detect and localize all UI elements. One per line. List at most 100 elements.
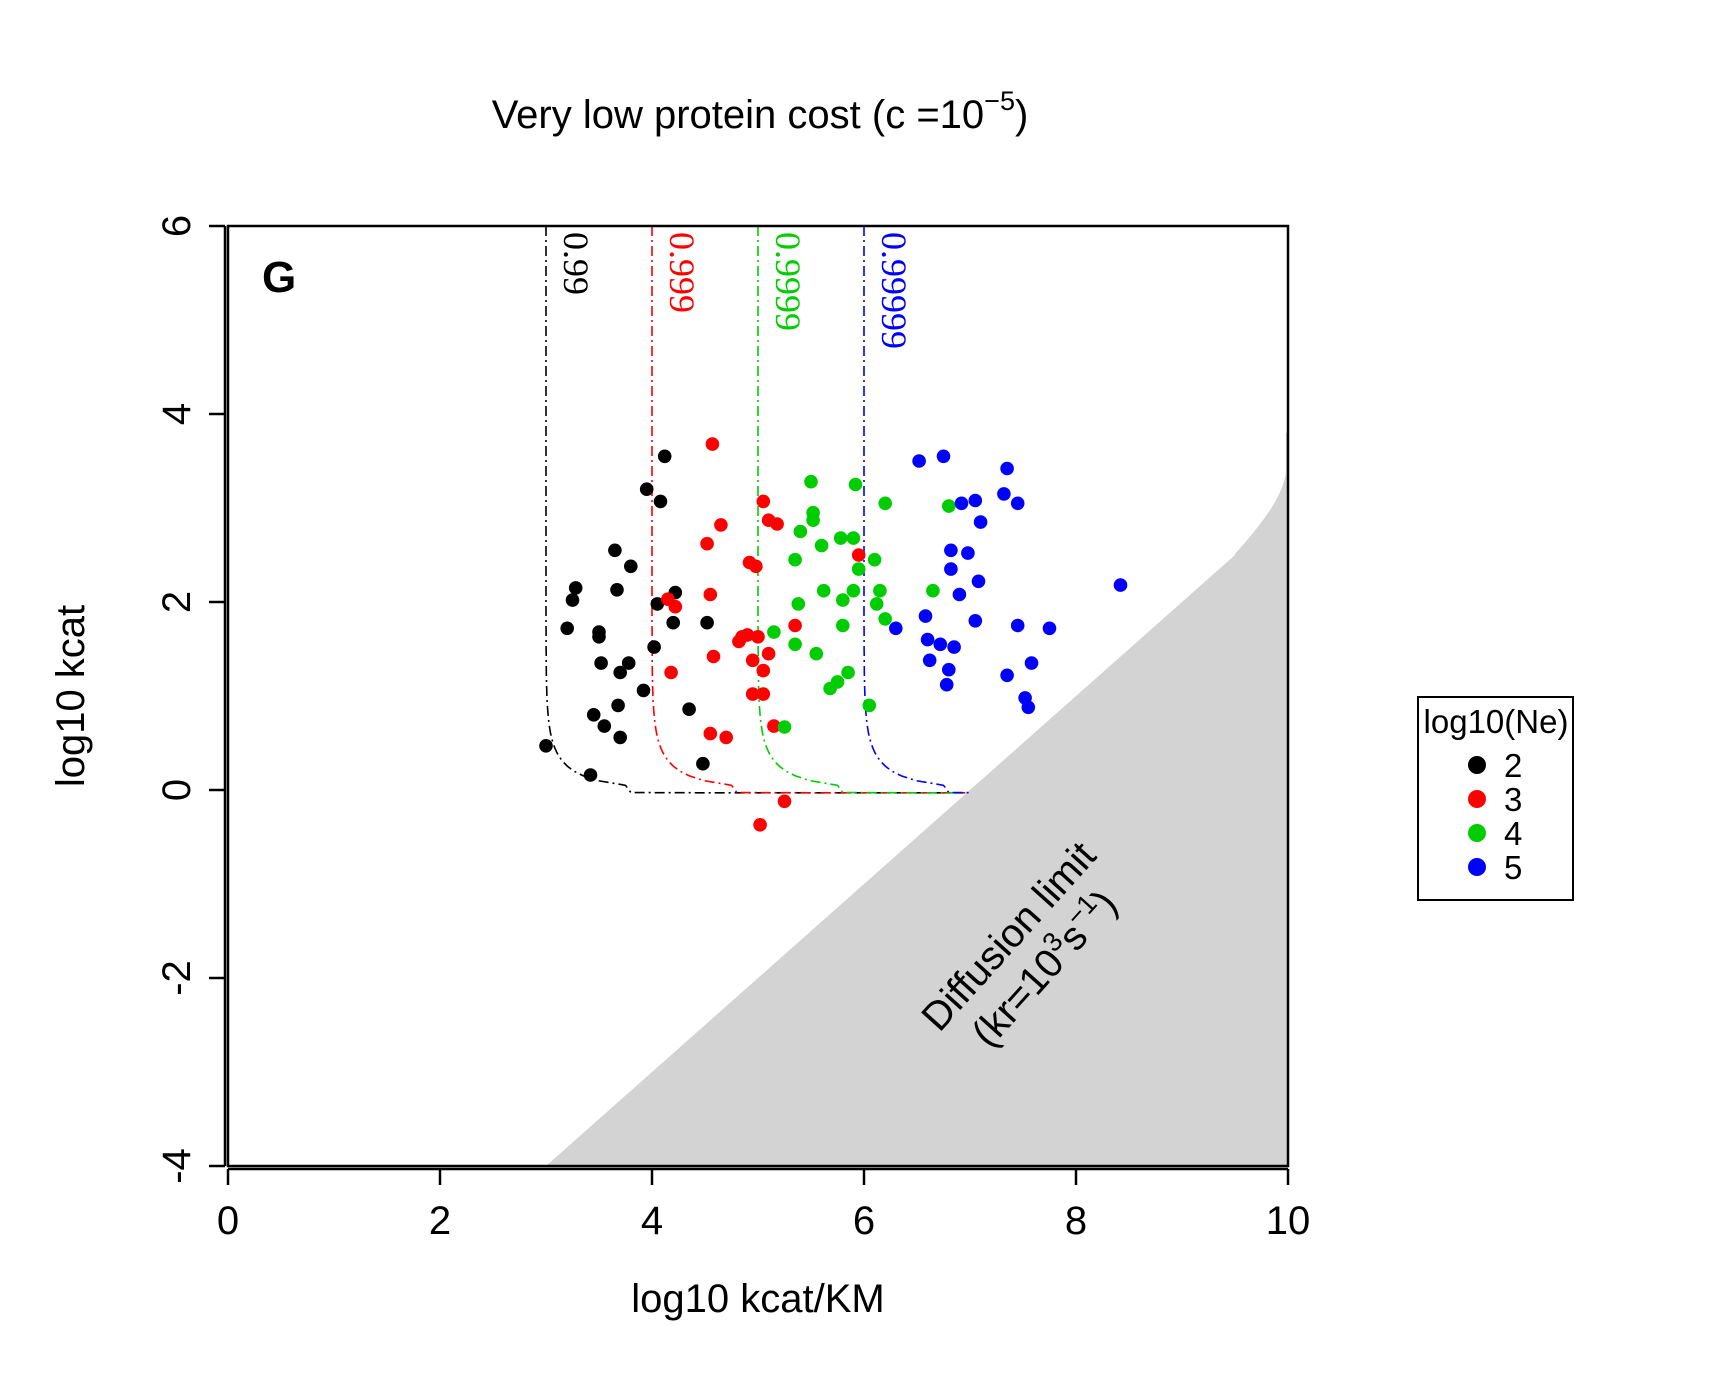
point-ne5-27	[1024, 656, 1039, 670]
point-ne2-11	[608, 543, 622, 558]
point-ne2-24	[666, 615, 680, 630]
point-ne2-23	[657, 449, 672, 464]
point-ne5-18	[971, 574, 986, 589]
legend-box	[1417, 696, 1574, 901]
point-ne4-24	[867, 552, 882, 567]
point-ne4-10	[809, 646, 824, 661]
point-ne5-3	[918, 609, 933, 623]
legend-label-2: 2	[1504, 747, 1522, 784]
point-ne2-22	[653, 494, 668, 509]
point-ne4-12	[816, 583, 831, 598]
point-ne3-26	[770, 517, 784, 531]
point-ne4-23	[862, 698, 877, 713]
point-ne5-16	[968, 493, 983, 508]
point-ne2-15	[613, 665, 627, 680]
point-ne4-1	[767, 625, 781, 639]
point-ne3-27	[777, 794, 792, 809]
point-ne2-4	[568, 581, 583, 595]
point-ne3-9	[714, 518, 728, 532]
legend-label-5: 5	[1504, 849, 1522, 886]
y-axis-label: log10 kcat	[49, 605, 93, 787]
point-ne5-2	[912, 454, 926, 468]
point-ne2-5	[583, 768, 598, 782]
x-axis-label: log10 kcat/KM	[631, 1277, 884, 1321]
point-ne4-20	[846, 531, 861, 545]
point-ne2-16	[621, 656, 636, 670]
x-tick-label-5: 8	[1065, 1199, 1087, 1243]
point-ne5-19	[973, 515, 988, 529]
y-tick-label-1: -4	[155, 1148, 199, 1184]
contour-label-4: 0.99999	[874, 232, 914, 349]
plot-frame	[226, 224, 1290, 1168]
point-ne2-18	[636, 683, 651, 698]
legend-label-4: 4	[1504, 815, 1522, 852]
point-ne2-28	[700, 615, 714, 630]
contour-label-2: 0.999	[662, 232, 702, 313]
x-tick-label-3: 4	[641, 1199, 663, 1243]
point-ne3-10	[719, 730, 733, 745]
point-ne2-2	[560, 621, 574, 636]
point-ne2-26	[682, 702, 696, 716]
point-ne5-23	[1010, 496, 1025, 511]
point-ne3-25	[767, 719, 781, 733]
point-ne5-28	[1042, 621, 1057, 636]
point-ne5-14	[954, 496, 969, 511]
point-ne4-14	[830, 675, 845, 689]
y-tick-label-4: 2	[155, 591, 199, 613]
point-ne3-29	[851, 548, 866, 562]
contour-labels: 0.99 0.999 0.9999 0.99999	[556, 232, 914, 349]
point-ne5-22	[1000, 668, 1014, 683]
data-points	[539, 437, 1128, 832]
point-ne3-19	[753, 818, 767, 832]
point-ne5-24	[1010, 618, 1025, 633]
point-ne3-3	[668, 599, 683, 614]
point-ne4-9	[806, 505, 820, 520]
point-ne2-27	[696, 756, 710, 771]
y-tick-label-2: -2	[155, 960, 199, 996]
point-ne3-7	[705, 437, 720, 451]
y-axis: -4 -2 0 2 4 6	[155, 215, 227, 1184]
point-ne2-8	[592, 630, 606, 644]
legend-title: log10(Ne)	[1424, 703, 1569, 740]
point-ne5-10	[944, 543, 958, 558]
x-tick-label-2: 2	[429, 1199, 451, 1243]
point-ne5-7	[936, 449, 951, 464]
y-tick-label-5: 4	[155, 403, 199, 425]
contour-lines	[545, 226, 970, 794]
point-ne3-2	[664, 665, 678, 680]
point-ne5-4	[920, 632, 935, 647]
point-ne4-5	[791, 597, 806, 611]
point-ne5-8	[939, 677, 954, 692]
point-ne5-29	[1113, 578, 1128, 592]
point-ne4-25	[869, 597, 884, 611]
point-ne4-6	[793, 524, 808, 539]
point-ne5-9	[942, 662, 956, 677]
point-ne4-11	[814, 538, 829, 553]
point-ne2-6	[586, 708, 601, 722]
point-ne3-15	[745, 687, 760, 701]
point-ne2-13	[611, 698, 625, 713]
legend-marker-3	[1468, 790, 1486, 808]
point-ne3-13	[740, 628, 755, 642]
legend-label-3: 3	[1504, 781, 1522, 818]
point-ne5-6	[933, 637, 948, 652]
point-ne2-9	[594, 656, 608, 670]
point-ne5-26	[1021, 700, 1036, 715]
point-ne4-17	[836, 618, 850, 633]
legend-marker-5	[1468, 858, 1486, 876]
point-ne2-14	[613, 730, 627, 745]
point-ne2-12	[610, 583, 624, 597]
x-tick-label-6: 10	[1266, 1199, 1311, 1243]
point-ne5-12	[947, 640, 961, 654]
point-ne2-1	[539, 739, 553, 753]
point-ne3-18	[751, 630, 765, 644]
point-ne4-19	[846, 583, 861, 598]
point-ne5-13	[952, 587, 967, 602]
point-ne3-22	[756, 663, 771, 678]
point-ne5-21	[1000, 461, 1014, 476]
legend-marker-4	[1468, 824, 1486, 842]
point-ne2-3	[565, 593, 580, 607]
point-ne4-18	[841, 665, 855, 680]
point-ne2-17	[624, 559, 638, 574]
diffusion-limit-region	[546, 432, 1288, 1166]
